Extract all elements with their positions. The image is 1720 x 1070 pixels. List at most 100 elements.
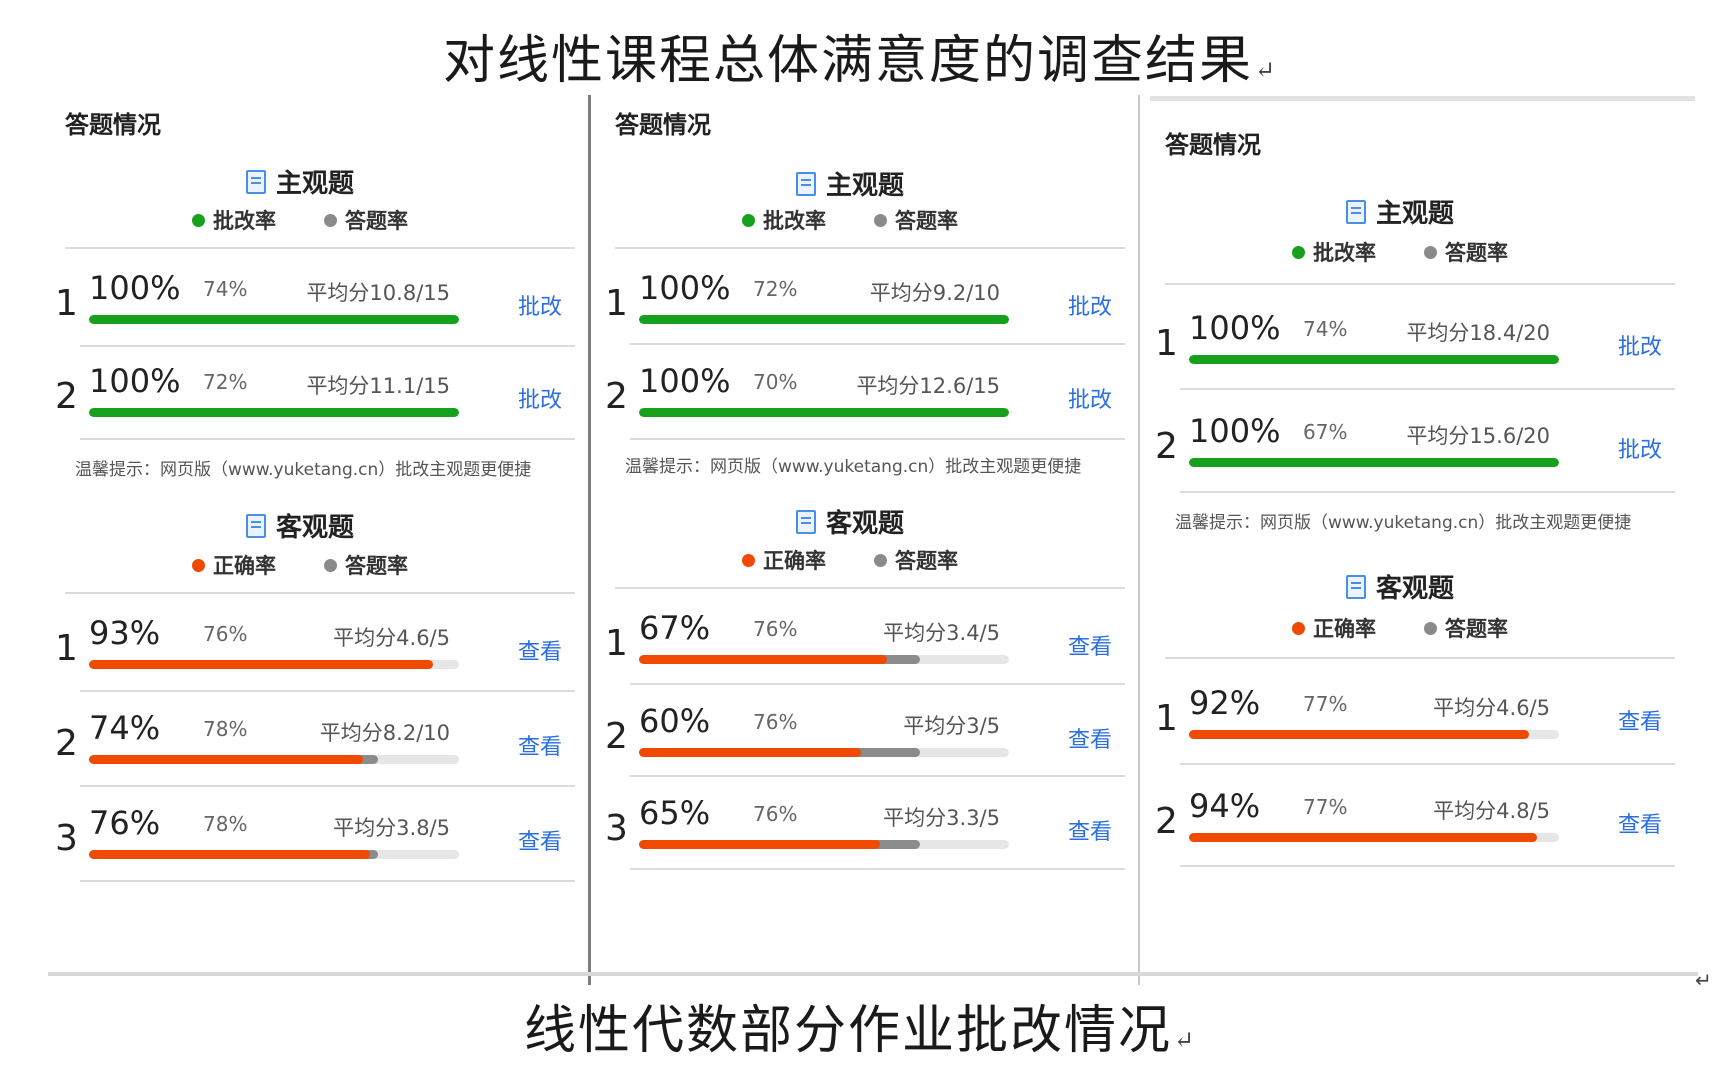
average-score: 平均分10.8/15 (306, 281, 450, 305)
legend-label: 正确率 (763, 549, 826, 573)
grade-button[interactable]: 批改 (1068, 388, 1113, 413)
answer-panel-3: 答题情况 主观题 批改率 答题率 1 100% 74% 平均分18.4/20 批改 2 100% 67… (1145, 95, 1690, 975)
answer-panel-2: 答题情况 主观题 批改率 答题率 1 100% 72% 平均分9.2/10 批改 2 100% 70%… (595, 95, 1140, 975)
objective-legend: 正确率 答题率 (595, 545, 1105, 575)
objective-title-text: 客观题 (1375, 574, 1454, 604)
document-icon (245, 514, 266, 538)
document-icon (1345, 200, 1366, 224)
question-row: 2 60% 76% 平均分3/5 查看 (605, 698, 1135, 778)
answer-rate: 76% (203, 622, 248, 646)
answer-rate: 76% (753, 617, 798, 641)
grading-rate: 100% (639, 269, 731, 307)
question-row: 2 100% 72% 平均分11.1/15 批改 (55, 358, 585, 438)
legend-item: 批改率 (192, 205, 276, 235)
progress-bar (639, 748, 1009, 757)
subjective-title-text: 主观题 (275, 169, 354, 199)
view-button[interactable]: 查看 (518, 830, 563, 855)
view-button[interactable]: 查看 (518, 640, 563, 665)
answer-status-heading: 答题情况 (615, 111, 711, 139)
answer-rate: 72% (203, 370, 248, 394)
question-row: 3 65% 76% 平均分3.3/5 查看 (605, 790, 1135, 870)
view-button[interactable]: 查看 (1618, 710, 1663, 735)
section-divider (615, 587, 1125, 589)
row-divider (630, 343, 1125, 345)
paragraph-mark-icon: ↵ (1695, 968, 1712, 992)
grading-rate: 100% (1189, 309, 1281, 347)
view-button[interactable]: 查看 (1618, 813, 1663, 838)
correct-rate: 92% (1189, 684, 1261, 722)
answer-rate: 78% (203, 717, 248, 741)
subjective-title-text: 主观题 (1375, 199, 1454, 229)
grade-button[interactable]: 批改 (1618, 335, 1663, 360)
question-number: 1 (605, 623, 628, 664)
answer-rate: 74% (1303, 317, 1348, 341)
view-button[interactable]: 查看 (518, 735, 563, 760)
legend-label: 答题率 (1445, 617, 1508, 641)
document-icon (1345, 575, 1366, 599)
panel-divider (588, 95, 591, 985)
correct-rate-fill (89, 755, 363, 764)
progress-bar (89, 755, 459, 764)
legend-dot-icon (874, 214, 887, 227)
progress-bar (89, 315, 459, 324)
view-button[interactable]: 查看 (1068, 820, 1113, 845)
row-divider (630, 868, 1125, 870)
paragraph-mark-icon: ↵ (1173, 1026, 1197, 1054)
legend-item: 答题率 (324, 205, 408, 235)
view-button[interactable]: 查看 (1068, 635, 1113, 660)
grading-rate-fill (639, 408, 1009, 417)
legend-label: 正确率 (1313, 617, 1376, 641)
grade-button[interactable]: 批改 (518, 388, 563, 413)
correct-rate: 67% (639, 609, 711, 647)
legend-label: 答题率 (345, 554, 408, 578)
correct-rate-fill (639, 748, 861, 757)
correct-rate-fill (639, 655, 887, 664)
grade-button[interactable]: 批改 (518, 295, 563, 320)
average-score: 平均分18.4/20 (1406, 321, 1550, 345)
panels-bottom-border (48, 972, 1698, 976)
grade-button[interactable]: 批改 (1068, 295, 1113, 320)
row-divider (80, 438, 575, 440)
legend-item: 批改率 (742, 205, 826, 235)
document-icon (245, 170, 266, 194)
subjective-section-title: 主观题 (45, 163, 555, 200)
view-button[interactable]: 查看 (1068, 728, 1113, 753)
grading-rate: 100% (89, 269, 181, 307)
grading-rate-fill (1189, 458, 1559, 467)
answer-rate: 77% (1303, 795, 1348, 819)
progress-bar (639, 315, 1009, 324)
question-row: 1 67% 76% 平均分3.4/5 查看 (605, 605, 1135, 685)
question-row: 1 100% 74% 平均分10.8/15 批改 (55, 265, 585, 345)
row-divider (80, 880, 575, 882)
legend-item: 正确率 (742, 545, 826, 575)
legend-dot-icon (742, 554, 755, 567)
legend-dot-icon (1292, 622, 1305, 635)
correct-rate: 65% (639, 794, 711, 832)
legend-label: 答题率 (895, 549, 958, 573)
question-number: 2 (55, 723, 78, 764)
average-score: 平均分11.1/15 (306, 374, 450, 398)
subjective-legend: 批改率 答题率 (595, 205, 1105, 235)
answer-rate: 67% (1303, 420, 1348, 444)
legend-dot-icon (1424, 246, 1437, 259)
legend-label: 答题率 (1445, 241, 1508, 265)
average-score: 平均分4.8/5 (1433, 799, 1550, 823)
legend-item: 答题率 (874, 205, 958, 235)
legend-label: 批改率 (763, 209, 826, 233)
grading-rate: 100% (1189, 412, 1281, 450)
subjective-section-title: 主观题 (1145, 193, 1655, 230)
progress-bar (639, 840, 1009, 849)
grade-button[interactable]: 批改 (1618, 438, 1663, 463)
grading-rate: 100% (639, 362, 731, 400)
question-number: 1 (55, 283, 78, 324)
objective-section-title: 客观题 (1145, 568, 1655, 605)
legend-dot-icon (192, 214, 205, 227)
average-score: 平均分9.2/10 (869, 281, 1000, 305)
legend-item: 正确率 (192, 550, 276, 580)
legend-item: 答题率 (324, 550, 408, 580)
subjective-section-title: 主观题 (595, 165, 1105, 202)
question-number: 3 (55, 818, 78, 859)
grading-rate: 100% (89, 362, 181, 400)
row-divider (630, 683, 1125, 685)
row-divider (1180, 763, 1675, 765)
